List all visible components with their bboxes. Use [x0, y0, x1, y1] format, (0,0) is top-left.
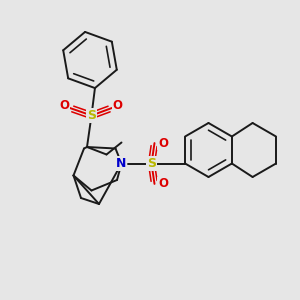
Text: O: O — [59, 99, 70, 112]
Text: S: S — [87, 109, 96, 122]
Text: N: N — [116, 157, 127, 170]
Text: S: S — [147, 157, 156, 170]
Text: O: O — [158, 136, 168, 150]
Text: O: O — [112, 99, 122, 112]
Text: O: O — [158, 177, 168, 190]
